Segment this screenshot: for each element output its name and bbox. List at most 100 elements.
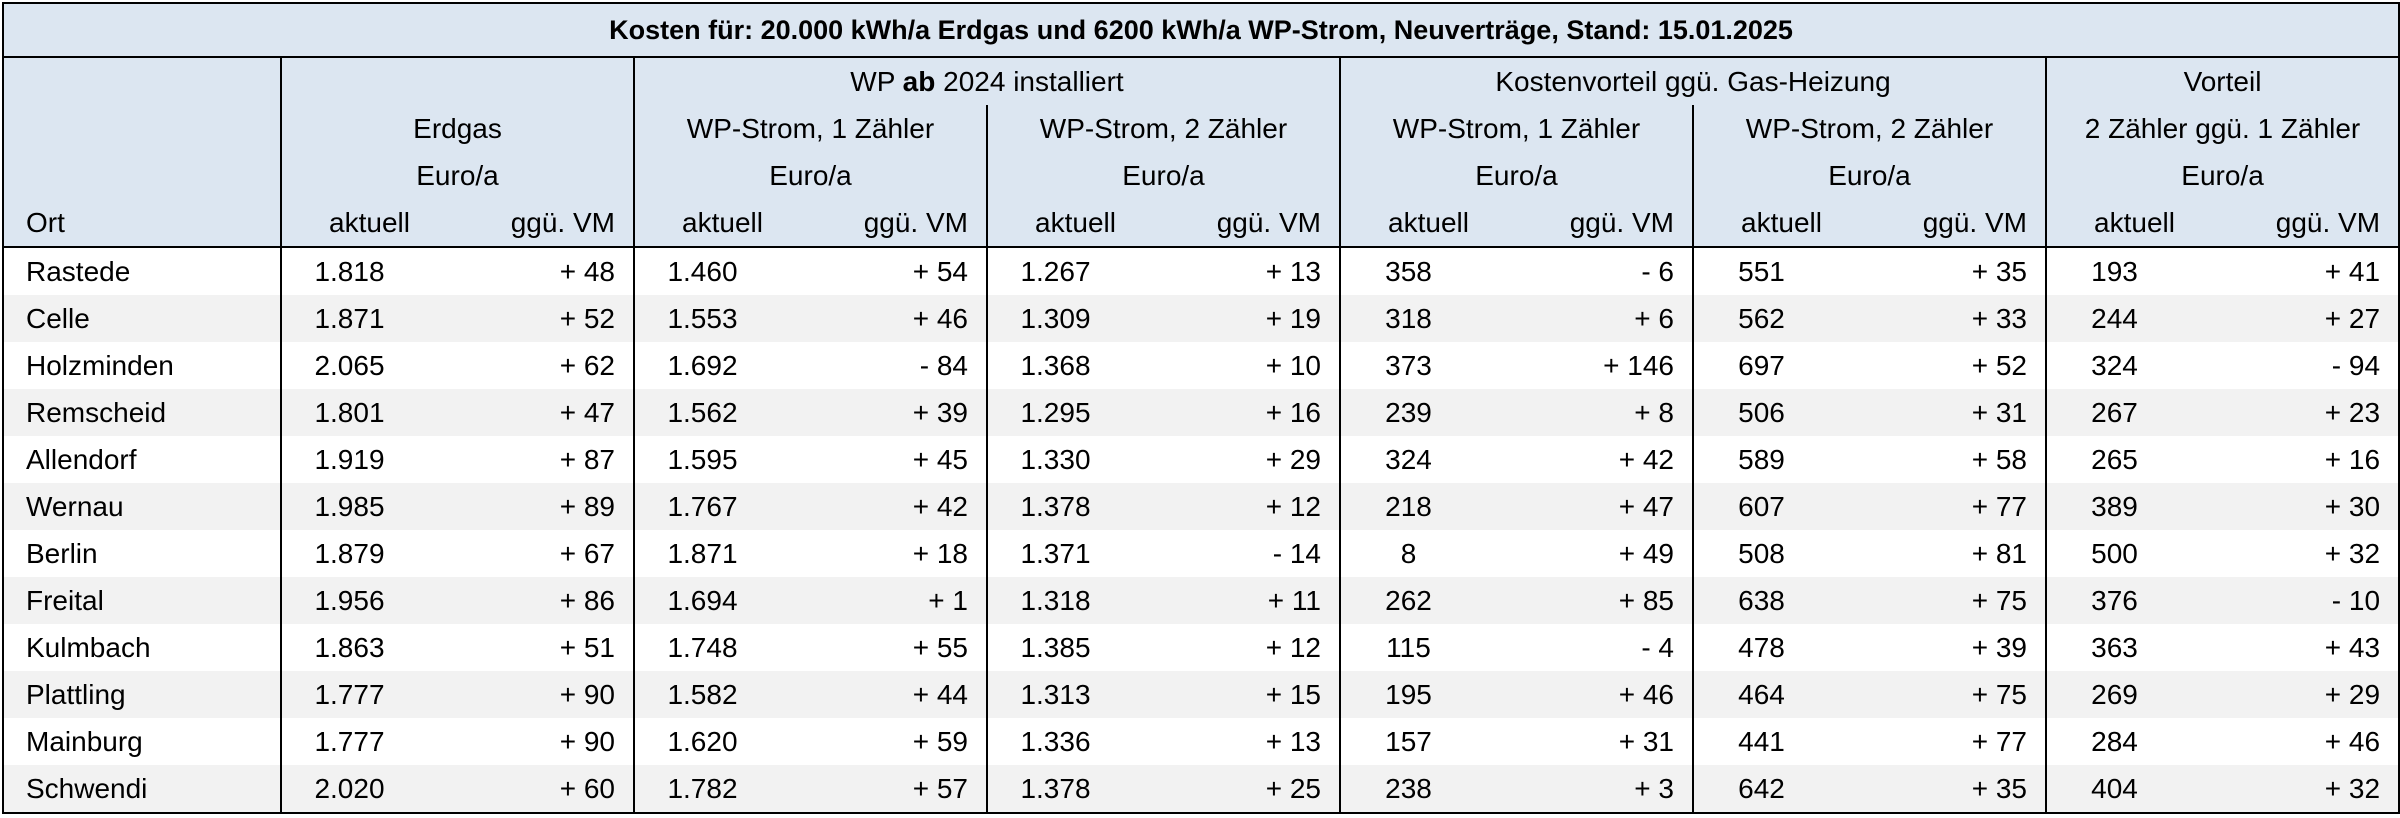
table-row: Freital 1.956 + 86 1.694 + 1 1.318 + 11 262 + 85…	[2, 577, 2400, 624]
cell-value: 441	[1738, 725, 1785, 757]
cell-value: 1.385	[1020, 631, 1091, 663]
cell-value: 1.378	[987, 765, 1163, 814]
cell-value: 1.318	[987, 577, 1163, 624]
cell-delta: + 31	[1516, 718, 1694, 765]
cell-value: 2.065	[314, 349, 385, 381]
cell-value: 1.871	[667, 537, 738, 569]
cell-ort: Freital	[2, 577, 282, 624]
cell-value: 1.460	[667, 255, 738, 287]
table-row: Berlin 1.879 + 67 1.871 + 18 1.371 - 14 8 + 49 50…	[2, 530, 2400, 577]
cell-delta: + 10	[1163, 342, 1341, 389]
cell-delta: + 146	[1516, 342, 1694, 389]
header-unit: Euro/a	[1340, 152, 1694, 199]
cell-ort: Berlin	[2, 530, 282, 577]
table-row: Plattling 1.777 + 90 1.582 + 44 1.313 + 15 195 +…	[2, 671, 2400, 718]
cell-value: 324	[2091, 349, 2138, 381]
cell-delta: + 58	[1869, 436, 2047, 483]
cell-delta: + 90	[457, 671, 635, 718]
cell-ort: Rastede	[2, 247, 282, 295]
header-kostenvorteil-group: Kostenvorteil ggü. Gas-Heizung	[1340, 56, 2047, 105]
cell-value: 1.748	[667, 631, 738, 663]
header-ort: Ort	[2, 199, 282, 248]
cell-ort: Celle	[2, 295, 282, 342]
cell-value: 404	[2046, 765, 2222, 814]
cell-value: 363	[2091, 631, 2138, 663]
cell-delta: + 39	[1869, 624, 2047, 671]
cell-value: 562	[1693, 295, 1869, 342]
cell-value: 376	[2046, 577, 2222, 624]
cell-value: 389	[2046, 483, 2222, 530]
cell-value: 1.956	[281, 577, 457, 624]
header-wp-suffix: 2024 installiert	[943, 65, 1124, 97]
cell-delta: + 75	[1869, 577, 2047, 624]
cell-value: 1.692	[667, 349, 738, 381]
header-aktuell: aktuell	[1693, 199, 1869, 248]
cell-delta: + 77	[1869, 718, 2047, 765]
cell-delta: + 52	[457, 295, 635, 342]
cell-value: 1.378	[987, 483, 1163, 530]
cell-delta: + 35	[1869, 765, 2047, 814]
cell-delta: + 67	[457, 530, 635, 577]
table-row: Wernau 1.985 + 89 1.767 + 42 1.378 + 12 218 + 47…	[2, 483, 2400, 530]
cell-value: 589	[1738, 443, 1785, 475]
cell-value: 1.313	[987, 671, 1163, 718]
cell-value: 115	[1386, 631, 1431, 663]
header-aktuell: aktuell	[281, 199, 457, 248]
cell-delta: + 51	[457, 624, 635, 671]
header-wp2: WP-Strom, 2 Zähler	[987, 105, 1341, 152]
cell-value: 642	[1693, 765, 1869, 814]
cell-delta: + 12	[1163, 624, 1341, 671]
cell-value: 193	[2091, 255, 2138, 287]
cell-value: 500	[2091, 537, 2138, 569]
cell-delta: + 25	[1163, 765, 1341, 814]
cell-value: 607	[1693, 483, 1869, 530]
cell-value: 1.818	[314, 255, 385, 287]
cell-value: 1.782	[634, 765, 810, 814]
table-row: Remscheid 1.801 + 47 1.562 + 39 1.295 + 16 239 +…	[2, 389, 2400, 436]
cell-delta: + 57	[810, 765, 988, 814]
cell-delta: + 47	[1516, 483, 1694, 530]
cell-delta: + 8	[1516, 389, 1694, 436]
cell-value: 1.309	[987, 295, 1163, 342]
cell-delta: + 59	[810, 718, 988, 765]
cell-delta: + 86	[457, 577, 635, 624]
header-vm: ggü. VM	[457, 199, 635, 248]
cell-value: 195	[1340, 671, 1516, 718]
header-vorteil-sub: 2 Zähler ggü. 1 Zähler	[2046, 105, 2400, 152]
cell-value: 157	[1385, 725, 1432, 757]
header-unit: Euro/a	[281, 152, 635, 199]
cell-ort: Remscheid	[2, 389, 282, 436]
cell-ort: Allendorf	[2, 436, 282, 483]
cell-value: 1.371	[1020, 537, 1091, 569]
header-vm: ggü. VM	[1163, 199, 1341, 248]
cell-delta: + 15	[1163, 671, 1341, 718]
cell-value: 508	[1738, 537, 1785, 569]
table-row: Mainburg 1.777 + 90 1.620 + 59 1.336 + 13 157 + …	[2, 718, 2400, 765]
cell-value: 1.368	[1020, 349, 1091, 381]
header-unit: Euro/a	[987, 152, 1341, 199]
cell-delta: - 94	[2222, 342, 2400, 389]
cell-delta: + 77	[1869, 483, 2047, 530]
cell-delta: + 29	[1163, 436, 1341, 483]
cell-delta: + 46	[810, 295, 988, 342]
cell-delta: - 6	[1516, 247, 1694, 295]
cell-delta: - 84	[810, 342, 988, 389]
cell-delta: + 54	[810, 247, 988, 295]
cell-ort: Schwendi	[2, 765, 282, 814]
cell-delta: + 85	[1516, 577, 1694, 624]
cell-delta: + 42	[1516, 436, 1694, 483]
cell-delta: + 30	[2222, 483, 2400, 530]
header-vm: ggü. VM	[2222, 199, 2400, 248]
table-row: Schwendi 2.020 + 60 1.782 + 57 1.378 + 25 238 + …	[2, 765, 2400, 814]
cell-delta: + 13	[1163, 247, 1341, 295]
cell-value: 506	[1693, 389, 1869, 436]
header-aktuell: aktuell	[2046, 199, 2222, 248]
cell-value: 373	[1385, 349, 1432, 381]
header-wp1: WP-Strom, 1 Zähler	[634, 105, 988, 152]
cell-delta: + 90	[457, 718, 635, 765]
table-row: Kulmbach 1.863 + 51 1.748 + 55 1.385 + 12 115 - …	[2, 624, 2400, 671]
cell-delta: + 43	[2222, 624, 2400, 671]
cell-value: 239	[1340, 389, 1516, 436]
cell-delta: + 32	[2222, 530, 2400, 577]
cell-delta: + 60	[457, 765, 635, 814]
